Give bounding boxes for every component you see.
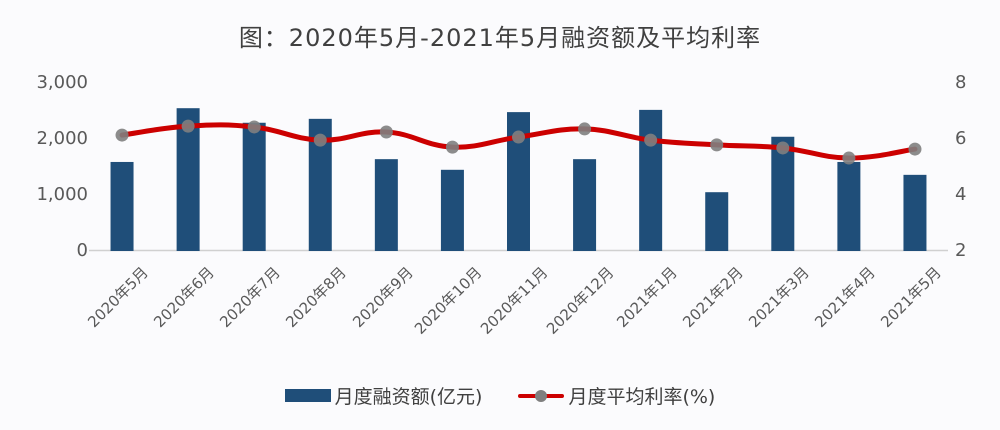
- rate-marker: [578, 122, 592, 136]
- bar: [440, 169, 464, 251]
- bar: [771, 136, 795, 251]
- legend-line-label: 月度平均利率(%): [568, 386, 716, 408]
- rate-marker: [842, 151, 856, 165]
- rate-marker: [181, 119, 195, 133]
- legend-line-swatch-icon: [518, 389, 565, 402]
- rate-marker: [247, 120, 261, 134]
- bar: [242, 122, 266, 251]
- rate-marker: [908, 142, 922, 156]
- y-right-tick: 2: [955, 240, 967, 261]
- bar: [573, 159, 597, 251]
- y-left-tick: 0: [76, 240, 88, 261]
- y-left-tick: 1,000: [36, 184, 88, 205]
- y-right-tick: 8: [955, 72, 967, 93]
- rate-markers: [115, 119, 922, 165]
- legend-bar-swatch-icon: [284, 389, 331, 402]
- rate-marker: [313, 133, 327, 147]
- rate-marker: [512, 130, 525, 144]
- bar: [705, 192, 729, 251]
- bar: [903, 174, 927, 251]
- rate-marker: [445, 140, 459, 154]
- legend-item-line: 月度平均利率(%): [518, 382, 715, 409]
- legend-item-bar: 月度融资额(亿元): [284, 382, 483, 409]
- bar-series: [110, 108, 927, 252]
- bar: [837, 161, 861, 251]
- rate-marker: [115, 128, 129, 142]
- rate-marker: [710, 138, 724, 152]
- chart-title: 图：2020年5月-2021年5月融资额及平均利率: [238, 24, 762, 52]
- bar: [308, 118, 332, 251]
- bar: [374, 159, 398, 251]
- bar: [110, 161, 134, 251]
- rate-marker: [379, 125, 393, 139]
- y-right-tick: 6: [955, 128, 967, 149]
- bar: [507, 112, 530, 252]
- rate-marker: [776, 141, 790, 155]
- bar: [176, 108, 200, 251]
- legend: 月度融资额(亿元) 月度平均利率(%): [0, 382, 1000, 409]
- bar: [639, 109, 663, 251]
- y-left-tick: 3,000: [36, 72, 88, 93]
- rate-marker: [644, 133, 658, 147]
- y-left-tick: 2,000: [36, 128, 88, 149]
- legend-bar-label: 月度融资额(亿元): [334, 386, 483, 408]
- y-right-tick: 4: [955, 184, 967, 205]
